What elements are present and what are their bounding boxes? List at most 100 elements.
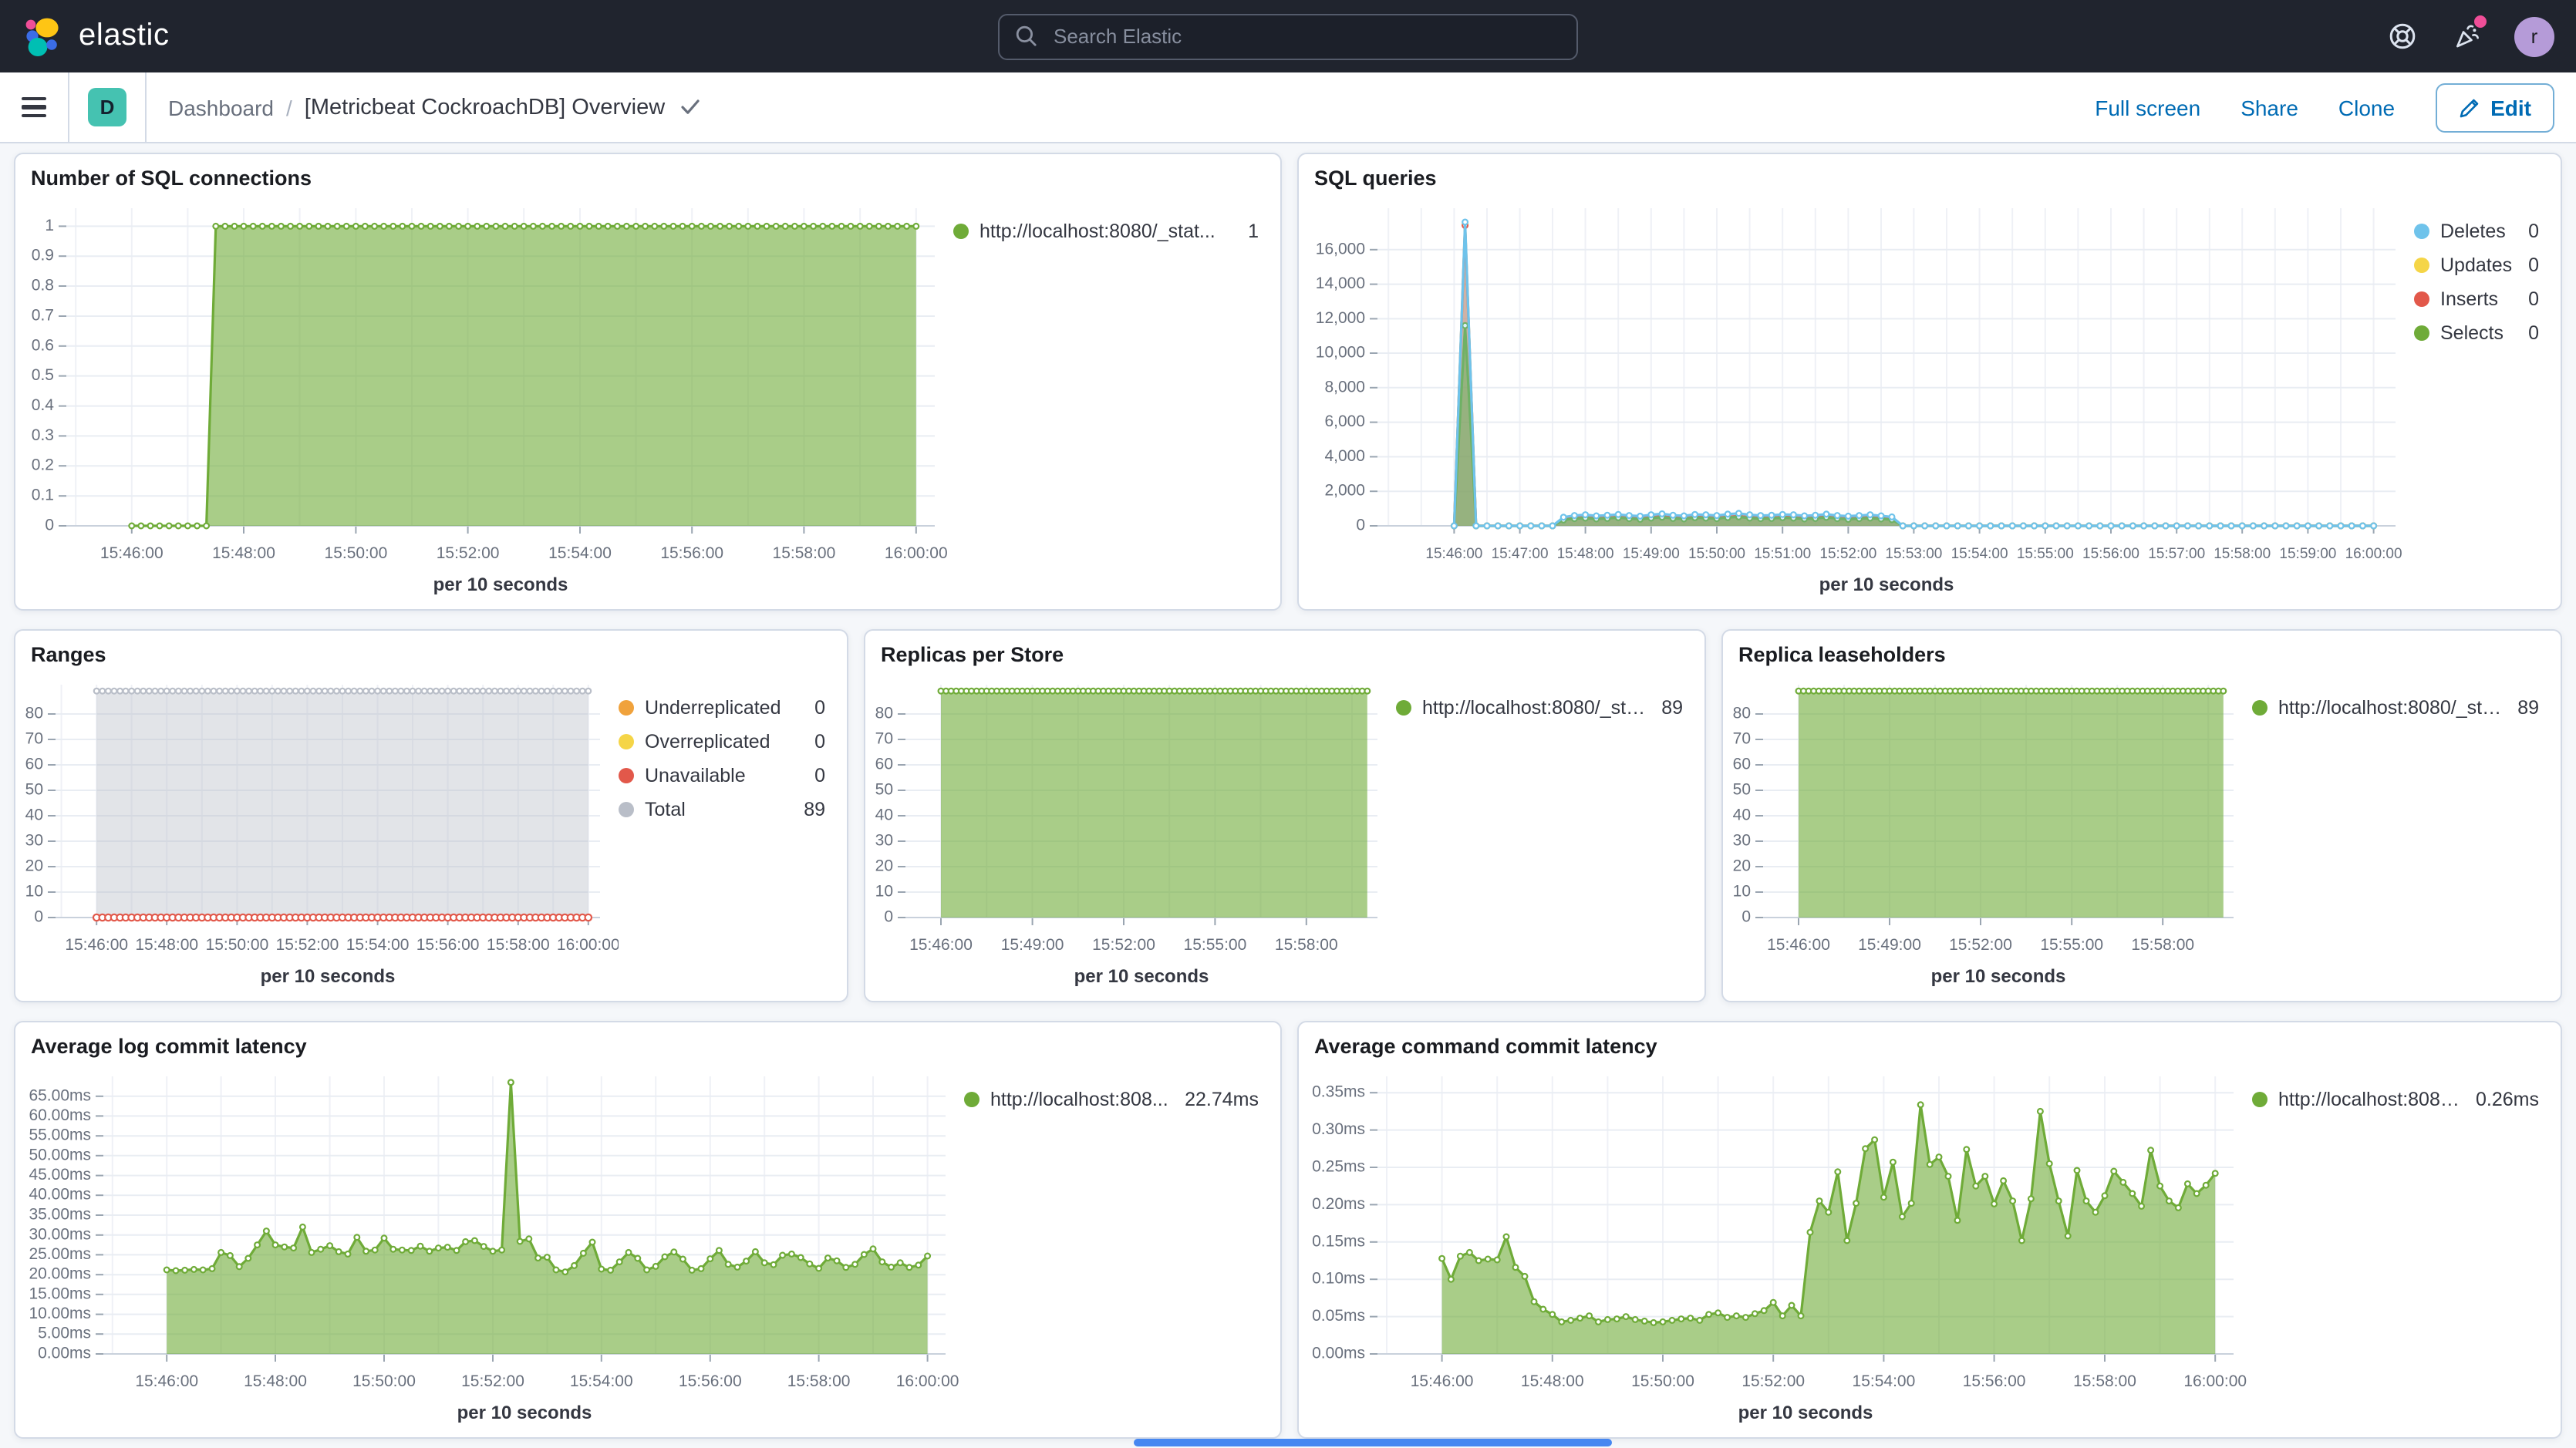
legend-label: Updates [2440, 254, 2512, 276]
svg-text:50: 50 [1733, 781, 1751, 799]
sql-queries-legend: Deletes0Updates0Inserts0Selects0 [2414, 193, 2561, 609]
legend-label: Unavailable [645, 765, 746, 786]
news-feed-icon[interactable] [2450, 19, 2483, 53]
legend-label: http://localhost:8080/_sta... [1422, 697, 1649, 719]
svg-text:0.5: 0.5 [32, 366, 54, 384]
legend-item[interactable]: Total89 [619, 799, 825, 820]
legend-item[interactable]: http://localhost:808...22.74ms [964, 1089, 1259, 1110]
svg-text:15:46:00: 15:46:00 [65, 936, 128, 954]
panel-title: SQL queries [1299, 154, 2561, 193]
svg-text:6,000: 6,000 [1324, 413, 1365, 430]
horizontal-scrollbar-thumb[interactable] [1134, 1439, 1612, 1446]
svg-text:per 10 seconds: per 10 seconds [1738, 1403, 1873, 1423]
command-commit-latency-legend: http://localhost:8080...0.26ms [2252, 1061, 2561, 1437]
svg-text:16:00:00: 16:00:00 [557, 936, 619, 954]
menu-icon[interactable] [22, 97, 68, 117]
log-commit-latency-chart[interactable]: 0.00ms5.00ms10.00ms15.00ms20.00ms25.00ms… [15, 1061, 964, 1437]
edit-button-label: Edit [2490, 95, 2531, 120]
panel-title: Number of SQL connections [15, 154, 1280, 193]
svg-text:15:58:00: 15:58:00 [2214, 546, 2271, 562]
search-icon [1015, 25, 1038, 48]
panel-title: Replica leaseholders [1723, 631, 2561, 669]
legend-value: 0 [802, 765, 825, 786]
legend-item[interactable]: http://localhost:8080...0.26ms [2252, 1089, 2539, 1110]
svg-text:60.00ms: 60.00ms [29, 1106, 91, 1124]
breadcrumb-dashboard[interactable]: Dashboard [168, 95, 274, 120]
title-check-icon[interactable] [680, 99, 700, 116]
panel-average-log-commit-latency: Average log commit latency 0.00ms5.00ms1… [14, 1021, 1282, 1439]
legend-value: 0 [2516, 221, 2539, 242]
legend-item[interactable]: Updates0 [2414, 254, 2539, 276]
svg-text:15:49:00: 15:49:00 [1858, 936, 1921, 954]
svg-text:15:59:00: 15:59:00 [2279, 546, 2336, 562]
svg-text:25.00ms: 25.00ms [29, 1245, 91, 1263]
user-avatar[interactable]: r [2514, 16, 2554, 56]
svg-text:0: 0 [34, 908, 43, 926]
panel-title: Replicas per Store [865, 631, 1704, 669]
full-screen-button[interactable]: Full screen [2095, 95, 2200, 120]
panel-title: Average log commit latency [15, 1022, 1280, 1061]
search-input[interactable] [1050, 23, 1561, 49]
svg-text:1: 1 [45, 217, 54, 234]
svg-text:60: 60 [875, 756, 893, 773]
svg-text:per 10 seconds: per 10 seconds [1074, 966, 1209, 987]
svg-text:10: 10 [1733, 883, 1751, 901]
legend-value: 0 [802, 697, 825, 719]
replica-leaseholders-chart[interactable]: 0102030405060708015:46:0015:49:0015:52:0… [1723, 669, 2252, 1001]
svg-text:15:46:00: 15:46:00 [1425, 546, 1482, 562]
legend-item[interactable]: Deletes0 [2414, 221, 2539, 242]
svg-text:10.00ms: 10.00ms [29, 1305, 91, 1322]
svg-text:15:58:00: 15:58:00 [487, 936, 550, 954]
panel-average-command-commit-latency: Average command commit latency 0.00ms0.0… [1297, 1021, 2562, 1439]
svg-text:50: 50 [875, 781, 893, 799]
sql-connections-chart[interactable]: 00.10.20.30.40.50.60.70.80.9115:46:0015:… [15, 193, 953, 609]
space-badge[interactable]: D [88, 88, 126, 126]
global-search[interactable] [998, 13, 1578, 59]
breadcrumb-separator: / [286, 95, 292, 120]
edit-button[interactable]: Edit [2435, 83, 2554, 132]
svg-text:15:46:00: 15:46:00 [100, 544, 164, 562]
svg-text:15:52:00: 15:52:00 [1741, 1372, 1805, 1390]
svg-text:10: 10 [25, 883, 43, 901]
clone-button[interactable]: Clone [2338, 95, 2395, 120]
legend-item[interactable]: http://localhost:8080/_sta...89 [1396, 697, 1683, 719]
legend-item[interactable]: http://localhost:8080/_sta...89 [2252, 697, 2539, 719]
dashboard-grid: Number of SQL connections 00.10.20.30.40… [0, 143, 2576, 1439]
legend-item[interactable]: Inserts0 [2414, 288, 2539, 310]
ranges-chart[interactable]: 0102030405060708015:46:0015:48:0015:50:0… [15, 669, 619, 1001]
svg-text:16:00:00: 16:00:00 [885, 544, 948, 562]
svg-text:80: 80 [875, 705, 893, 722]
help-icon[interactable] [2385, 19, 2419, 53]
legend-item[interactable]: http://localhost:8080/_stat...1 [953, 221, 1259, 242]
svg-text:15:56:00: 15:56:00 [416, 936, 480, 954]
svg-text:0.4: 0.4 [32, 396, 55, 414]
svg-text:15:58:00: 15:58:00 [1275, 936, 1338, 954]
svg-text:0.8: 0.8 [32, 277, 54, 295]
legend-label: Selects [2440, 322, 2504, 344]
svg-text:80: 80 [1733, 705, 1751, 722]
svg-text:15:48:00: 15:48:00 [1521, 1372, 1584, 1390]
share-button[interactable]: Share [2241, 95, 2298, 120]
command-commit-latency-chart[interactable]: 0.00ms0.05ms0.10ms0.15ms0.20ms0.25ms0.30… [1299, 1061, 2252, 1437]
brand[interactable]: elastic [0, 15, 170, 58]
sql-queries-chart[interactable]: 02,0004,0006,0008,00010,00012,00014,0001… [1299, 193, 2414, 609]
notification-dot [2474, 15, 2487, 27]
svg-text:15:49:00: 15:49:00 [1001, 936, 1064, 954]
legend-color-dot [619, 768, 634, 783]
legend-item[interactable]: Overreplicated0 [619, 731, 825, 753]
legend-item[interactable]: Unavailable 0 [619, 765, 825, 786]
legend-item[interactable]: Underreplicated0 [619, 697, 825, 719]
replicas-per-store-chart[interactable]: 0102030405060708015:46:0015:49:0015:52:0… [865, 669, 1396, 1001]
svg-text:10,000: 10,000 [1316, 344, 1365, 362]
svg-text:15:50:00: 15:50:00 [206, 936, 269, 954]
replicas-per-store-legend: http://localhost:8080/_sta...89 [1396, 669, 1704, 1001]
svg-text:per 10 seconds: per 10 seconds [433, 574, 568, 595]
legend-value: 89 [791, 799, 825, 820]
svg-text:15:58:00: 15:58:00 [2073, 1372, 2136, 1390]
svg-text:15:57:00: 15:57:00 [2148, 546, 2205, 562]
panel-replicas-per-store: Replicas per Store 0102030405060708015:4… [864, 629, 1706, 1002]
legend-item[interactable]: Selects0 [2414, 322, 2539, 344]
svg-text:0.7: 0.7 [32, 307, 54, 325]
panel-title: Average command commit latency [1299, 1022, 2561, 1061]
svg-text:40.00ms: 40.00ms [29, 1186, 91, 1204]
